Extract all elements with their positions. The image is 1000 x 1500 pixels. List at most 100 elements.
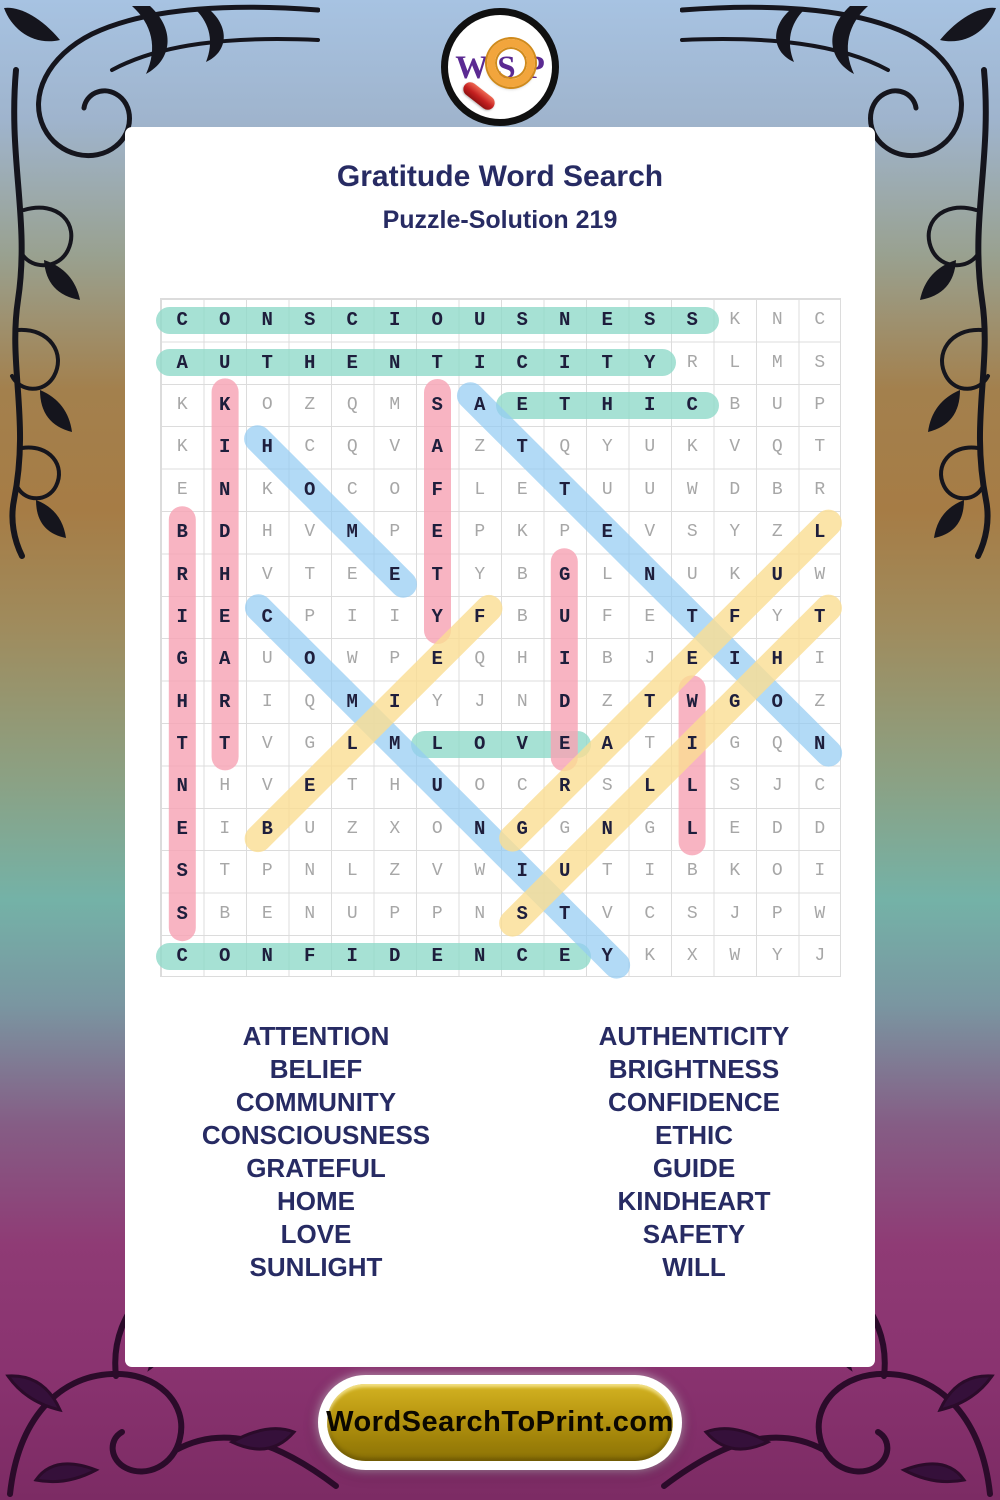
grid-cell: W (686, 690, 698, 713)
grid-cell: S (304, 309, 316, 332)
grid-cell: Z (346, 818, 358, 839)
grid-cell: T (644, 734, 656, 755)
grid-cell: R (814, 479, 826, 500)
grid-cell: B (219, 903, 231, 924)
word-list-item: BRIGHTNESS (608, 1054, 780, 1084)
grid-cell: T (261, 351, 273, 374)
grid-cell: L (686, 775, 698, 798)
puzzle-subtitle: Puzzle-Solution 219 (382, 206, 618, 234)
grid-cell: Q (346, 437, 358, 458)
grid-cell: E (219, 605, 231, 628)
grid-cell: O (389, 479, 401, 500)
grid-cell: T (516, 436, 528, 459)
word-list-item: SAFETY (642, 1219, 746, 1249)
word-list-left: ATTENTION BELIEF COMMUNITY CONSCIOUSNESS GRA… (156, 1020, 476, 1284)
grid-cell: I (261, 691, 273, 712)
grid-cell: U (559, 605, 571, 628)
grid-cell: Z (474, 437, 486, 458)
grid-cell: H (389, 776, 401, 797)
grid-cell: C (346, 479, 358, 500)
grid-cell: B (516, 606, 528, 627)
grid-cell: Y (601, 437, 613, 458)
grid-cell: C (516, 776, 528, 797)
grid-cell: V (729, 437, 741, 458)
grid-cell: N (474, 903, 486, 924)
grid-cell: U (474, 309, 486, 332)
word-list-item: ATTENTION (242, 1021, 390, 1051)
grid-cell: T (644, 690, 656, 713)
word-list-item: KINDHEART (617, 1186, 771, 1216)
grid-cell: M (389, 394, 401, 415)
grid-cell: E (389, 563, 401, 586)
grid-cell: U (219, 351, 231, 374)
grid-cell: C (516, 351, 528, 374)
grid-cell: I (474, 351, 486, 374)
grid-cell: W (686, 479, 698, 500)
grid-cell: U (431, 775, 443, 798)
grid-cell: V (644, 522, 656, 543)
highlight-ethic (495, 391, 719, 419)
grid-cell: L (346, 861, 358, 882)
grid-cell: L (431, 733, 443, 756)
grid-cell: U (686, 564, 698, 585)
grid-cell: I (346, 945, 358, 968)
grid-cell: C (304, 437, 316, 458)
grid-cell: I (729, 648, 741, 671)
grid-cell: R (219, 690, 231, 713)
grid-cell: K (176, 394, 188, 415)
grid-cell: H (304, 351, 316, 374)
grid-cell: H (261, 522, 273, 543)
grid-cell: O (474, 733, 486, 756)
grid-cell: H (219, 563, 231, 586)
grid-cell: K (686, 437, 698, 458)
website-button[interactable]: WordSearchToPrint.com (318, 1375, 682, 1470)
grid-cell: L (601, 564, 613, 585)
grid-cell: I (389, 690, 401, 713)
grid-cell: O (219, 309, 231, 332)
word-list-right: AUTHENTICITY BRIGHTNESS CONFIDENCE ETHIC GUI… (534, 1020, 854, 1284)
grid-cell: C (686, 393, 698, 416)
grid-cell: I (559, 351, 571, 374)
puzzle-card: Gratitude Word Search Puzzle-Solution 21… (125, 127, 875, 1367)
grid-cell: N (219, 478, 231, 501)
grid-cell: E (516, 393, 528, 416)
word-list-item: LOVE (280, 1219, 352, 1249)
grid-cell: E (559, 733, 571, 756)
grid-cell: T (219, 733, 231, 756)
grid-cell: T (686, 605, 698, 628)
grid-cell: A (219, 648, 231, 671)
grid-cell: R (686, 352, 698, 373)
grid-cell: T (814, 437, 826, 458)
grid-cell: D (219, 521, 231, 544)
grid-cell: E (176, 817, 188, 840)
grid-cell: B (729, 394, 741, 415)
grid-cell: N (559, 309, 571, 332)
grid-cell: E (431, 945, 443, 968)
grid-cell: Y (771, 946, 783, 967)
grid-cell: T (814, 605, 826, 628)
grid-cell: T (346, 776, 358, 797)
grid-cell: B (601, 649, 613, 670)
grid-cell: E (346, 351, 358, 374)
grid-cell: D (729, 479, 741, 500)
grid-cell: E (601, 309, 613, 332)
grid-cell: L (474, 479, 486, 500)
grid-cell: F (431, 478, 443, 501)
grid-cell: J (474, 691, 486, 712)
grid-cell: E (304, 775, 316, 798)
grid-cell: N (176, 775, 188, 798)
highlight-authenticity (155, 349, 677, 377)
grid-cell: K (219, 393, 231, 416)
grid-cell: V (261, 734, 273, 755)
grid-cell: E (686, 648, 698, 671)
grid-cell: N (304, 861, 316, 882)
grid-cell: W (814, 903, 826, 924)
grid-cell: C (516, 945, 528, 968)
grid-cell: C (814, 310, 826, 331)
grid-cell: Z (601, 691, 613, 712)
grid-cell: G (516, 817, 528, 840)
grid-cell: P (389, 903, 401, 924)
grid-cell: J (644, 649, 656, 670)
word-list-item: AUTHENTICITY (598, 1021, 790, 1051)
grid-cell: E (431, 521, 443, 544)
